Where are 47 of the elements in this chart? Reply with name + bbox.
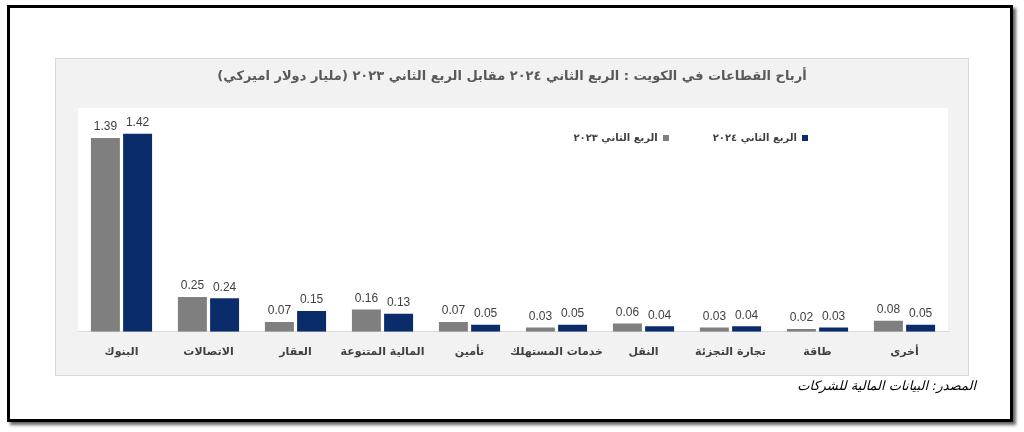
- data-label: 1.39: [93, 119, 118, 134]
- bar: [210, 298, 240, 332]
- data-label: 0.03: [821, 308, 846, 323]
- bar: [264, 322, 294, 332]
- legend-label: الربع الثاني ٢٠٢٣: [573, 132, 658, 143]
- data-label: 0.07: [441, 303, 466, 318]
- text: المصدر: البيانات المالية للشركات: [797, 378, 976, 393]
- bar: [645, 326, 675, 332]
- data-label: 0.04: [734, 307, 759, 322]
- data-label: 0.24: [212, 279, 237, 294]
- data-label: 0.05: [473, 306, 498, 321]
- bar: [351, 309, 381, 332]
- legend-label: الربع الثاني ٢٠٢٤: [712, 132, 797, 143]
- bar: [123, 133, 153, 332]
- data-label: 0.25: [180, 278, 205, 293]
- bar: [90, 137, 120, 332]
- bar: [438, 322, 468, 332]
- data-label: 1.42: [125, 115, 150, 130]
- x-tick-label: خدمات المستهلك: [509, 345, 604, 359]
- x-tick-label: الاتصالات: [183, 345, 234, 359]
- bar: [612, 323, 642, 332]
- data-label: 0.05: [908, 306, 933, 321]
- data-label: 0.08: [876, 301, 901, 316]
- data-label: 0.13: [386, 294, 411, 309]
- data-label: 0.06: [615, 304, 640, 319]
- x-tick-label: البنوك: [104, 345, 139, 359]
- bar: [873, 320, 903, 332]
- x-tick-label: تجارة التجزئة: [695, 345, 766, 359]
- data-label: 0.03: [702, 308, 727, 323]
- bar: [297, 310, 327, 332]
- data-label: 0.05: [560, 306, 585, 321]
- x-tick-label: العقار: [278, 345, 312, 359]
- bar: [732, 326, 762, 332]
- data-label: 0.07: [267, 303, 292, 318]
- data-label: 0.16: [354, 290, 379, 305]
- x-tick-label: المالية المتنوعة: [340, 345, 425, 359]
- data-label: 0.03: [528, 308, 553, 323]
- data-label: 0.04: [647, 307, 672, 322]
- x-tick-label: تأمين: [454, 344, 485, 359]
- data-label: 0.02: [789, 310, 814, 325]
- chart-title: أرباح القطاعات في الكويت : الربع الثاني ٢٠٢٤ مقابل الربع الثاني ٢٠٢٣ (مليار دولار اميركي): [216, 68, 808, 83]
- bar: [384, 313, 414, 332]
- x-tick-label: النقل: [628, 345, 659, 359]
- bar: [177, 296, 207, 332]
- data-label: 0.15: [299, 292, 324, 307]
- x-tick-label: طاقة: [803, 345, 832, 359]
- x-tick-label: أخرى: [890, 344, 919, 359]
